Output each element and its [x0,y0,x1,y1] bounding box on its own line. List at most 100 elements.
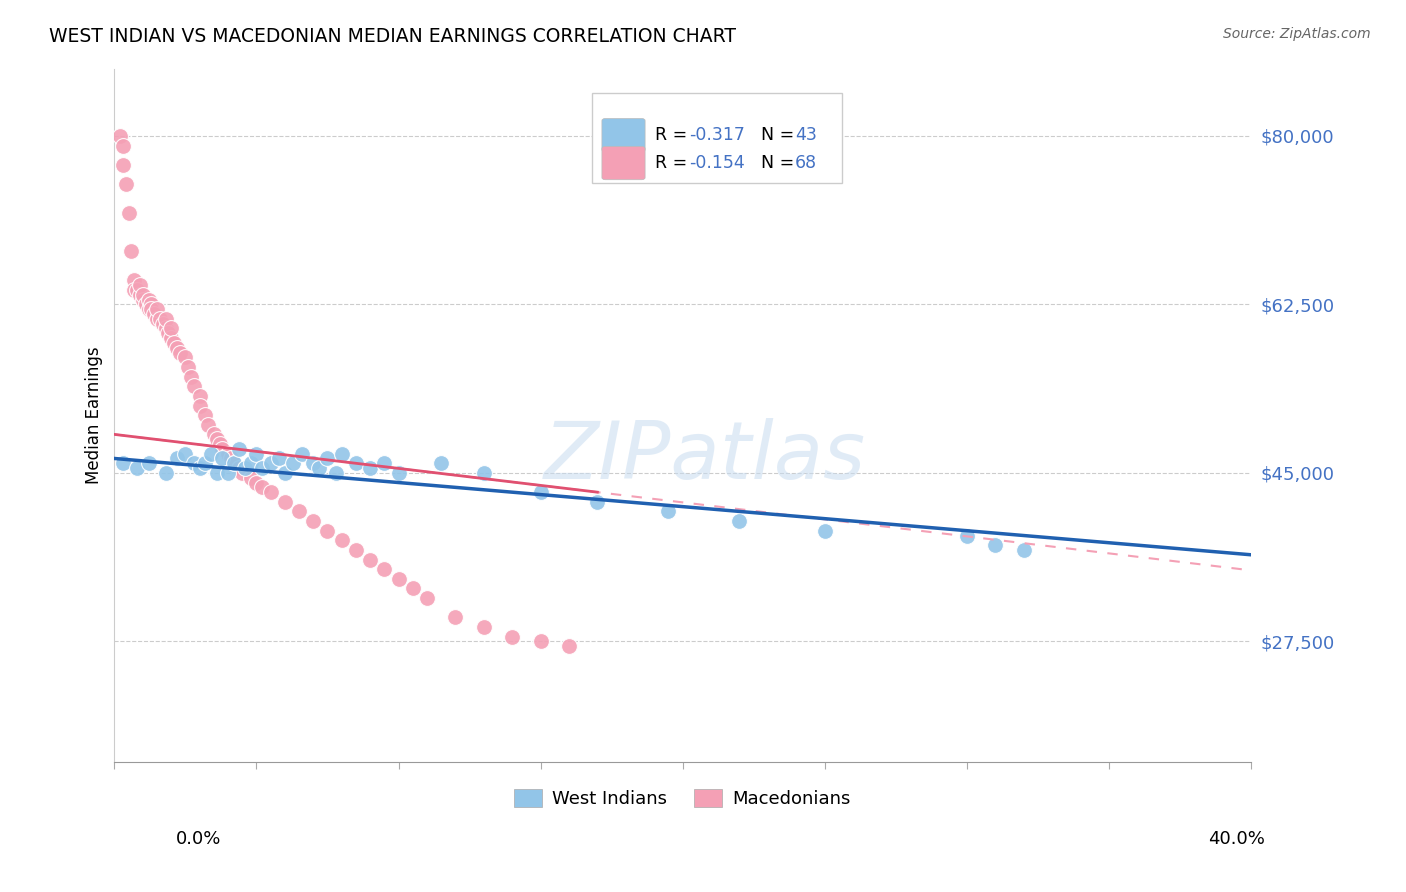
Point [157,326,180,341]
Point [127,461,149,475]
Text: R =: R = [655,126,693,145]
Point [586,495,609,509]
Point [956,528,979,542]
Point [155,321,177,335]
Point [219,451,242,466]
Point [188,399,211,413]
Point [444,610,467,624]
Point [260,485,283,500]
Point [124,273,146,287]
Point [141,302,163,317]
Point [529,485,551,500]
Point [202,427,225,442]
Point [558,639,581,653]
Point [291,447,314,461]
Point [163,335,186,350]
Point [330,533,353,548]
Point [132,293,155,307]
Text: R =: R = [655,154,693,172]
FancyBboxPatch shape [602,119,645,152]
Point [302,456,325,470]
Point [146,311,169,326]
Point [373,456,395,470]
Point [149,311,172,326]
Point [228,442,250,456]
Point [222,456,245,470]
Point [183,456,205,470]
Point [373,562,395,576]
Point [120,244,142,259]
Point [222,456,245,470]
Text: 43: 43 [796,126,817,145]
Point [231,466,253,480]
Point [239,456,262,470]
Point [160,321,183,335]
Point [283,456,305,470]
Point [387,466,409,480]
Point [245,447,267,461]
Legend: West Indians, Macedonians: West Indians, Macedonians [508,781,858,815]
Point [129,278,152,293]
Point [200,447,222,461]
Point [430,456,453,470]
Point [217,466,239,480]
Point [814,524,837,538]
Point [180,369,202,384]
Point [233,461,256,475]
Point [472,466,495,480]
Point [274,495,297,509]
Point [657,504,679,518]
Point [141,297,163,311]
Point [143,307,166,321]
Point [129,287,152,301]
Point [108,128,131,143]
Point [359,552,381,566]
Point [155,466,177,480]
Point [416,591,439,606]
Point [325,466,347,480]
Point [197,417,219,432]
Point [205,432,228,446]
Text: 68: 68 [796,154,817,172]
Point [169,345,191,359]
Point [124,283,146,297]
Point [146,302,169,317]
Text: 40.0%: 40.0% [1209,830,1265,847]
Point [208,437,231,451]
Point [1012,543,1035,558]
Point [472,620,495,634]
Point [288,504,311,518]
Point [138,302,160,317]
Point [302,514,325,528]
Point [174,447,197,461]
Point [111,158,134,172]
Point [330,447,353,461]
Point [111,138,134,153]
Point [984,538,1007,552]
Text: WEST INDIAN VS MACEDONIAN MEDIAN EARNINGS CORRELATION CHART: WEST INDIAN VS MACEDONIAN MEDIAN EARNING… [49,27,737,45]
Point [344,543,367,558]
Point [359,461,381,475]
Point [188,461,211,475]
Point [245,475,267,490]
Point [135,297,157,311]
Text: Source: ZipAtlas.com: Source: ZipAtlas.com [1223,27,1371,41]
Point [344,456,367,470]
Point [138,456,160,470]
Y-axis label: Median Earnings: Median Earnings [86,346,103,484]
Point [127,283,149,297]
Text: N =: N = [761,126,800,145]
Point [166,341,188,355]
Point [529,634,551,648]
Point [316,524,339,538]
Point [183,379,205,393]
Point [250,480,273,494]
Text: ZIPatlas: ZIPatlas [544,417,866,496]
Point [194,456,217,470]
Point [177,359,200,374]
Point [188,389,211,403]
Point [155,311,177,326]
Point [174,351,197,365]
Point [501,630,523,644]
Point [274,466,297,480]
